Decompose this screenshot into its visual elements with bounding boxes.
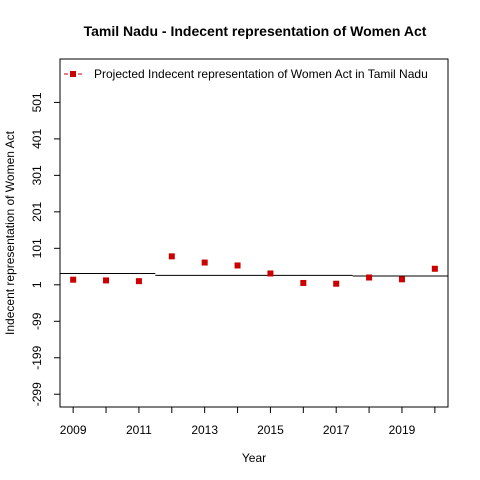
x-axis-label: Year xyxy=(242,451,266,465)
chart-title: Tamil Nadu - Indecent representation of … xyxy=(84,23,427,39)
plot-area xyxy=(59,58,449,408)
data-point xyxy=(201,259,208,266)
x-tick-label: 2017 xyxy=(323,423,350,437)
legend-label: Projected Indecent representation of Wom… xyxy=(94,67,428,81)
y-tick-label: 1 xyxy=(30,281,44,288)
y-tick-label: -299 xyxy=(30,382,44,406)
y-tick-label: 301 xyxy=(30,165,44,185)
data-point xyxy=(366,274,373,281)
y-tick-label: -199 xyxy=(30,345,44,369)
x-tick-label: 2019 xyxy=(389,423,416,437)
data-point xyxy=(103,277,110,284)
y-axis-label: Indecent representation of Women Act xyxy=(3,130,17,335)
data-point xyxy=(135,278,142,285)
y-tick-label: -99 xyxy=(30,312,44,330)
data-point xyxy=(267,270,274,277)
data-point xyxy=(234,262,241,269)
data-points xyxy=(70,253,438,287)
data-point xyxy=(168,253,175,260)
legend-point-swatch xyxy=(70,71,76,77)
y-axis: -299 -199 -99 1 101 201 301 401 501 xyxy=(30,92,60,406)
y-tick-label: 501 xyxy=(30,92,44,112)
data-point xyxy=(70,276,77,283)
y-tick-label: 101 xyxy=(30,238,44,258)
data-point xyxy=(300,279,307,286)
y-tick-label: 401 xyxy=(30,129,44,149)
data-point xyxy=(333,280,340,287)
x-tick-label: 2009 xyxy=(60,423,87,437)
data-point xyxy=(431,265,438,272)
x-tick-label: 2015 xyxy=(257,423,284,437)
x-tick-label: 2013 xyxy=(191,423,218,437)
y-tick-label: 201 xyxy=(30,202,44,222)
reference-lines xyxy=(60,272,448,277)
data-point xyxy=(398,276,405,283)
x-tick-label: 2011 xyxy=(126,423,152,437)
x-axis: 2009 2011 2013 2015 2017 2019 xyxy=(60,407,436,437)
legend: Projected Indecent representation of Wom… xyxy=(64,67,428,81)
